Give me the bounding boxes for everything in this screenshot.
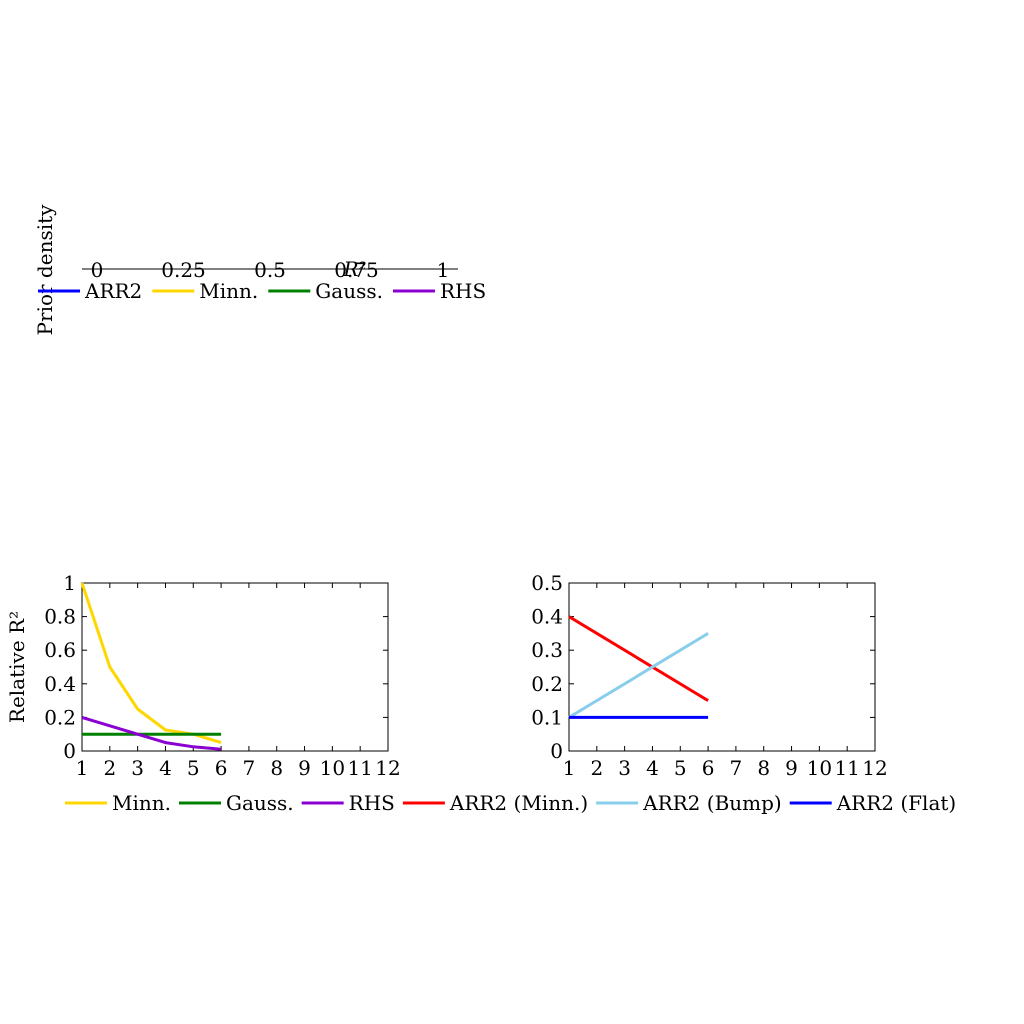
prior-density-legend: ARR2 Minn. Gauss. RHS [38, 279, 486, 303]
arr2-x-tick-label: 10 [807, 756, 832, 780]
relative-r2-x-tick-label: 2 [103, 756, 116, 780]
prior-density-x-ticks: 0 0.25 0.5 0.75 1 [91, 258, 450, 282]
relative-r2-x-tick-label: 4 [159, 756, 172, 780]
legend-label: Gauss. [226, 791, 294, 815]
legend-label: Minn. [112, 791, 171, 815]
relative-r2-x-tick-label: 10 [320, 756, 345, 780]
bottom-legend: Minn. Gauss. RHS ARR2 (Minn.) ARR2 (Bump) ARR… [65, 791, 956, 815]
relative-r2-chart: Relative R² 1 2 3 4 5 6 7 8 9 10 11 1200.20.40.60.8… [5, 571, 401, 780]
relative-r2-y-tick-label: 0.8 [44, 605, 76, 629]
arr2-x-tick-label: 11 [834, 756, 859, 780]
prior-density-ylabel: Prior density [33, 204, 57, 336]
arr2-series [568, 615, 709, 719]
legend-label: ARR2 (Flat) [836, 791, 956, 815]
arr2-y-tick-label: 0.5 [531, 571, 563, 595]
arr2-x-tick-label: 3 [618, 756, 631, 780]
arr2-series-line [568, 632, 709, 719]
arr2-series-line [568, 615, 709, 702]
arr2-x-tick-label: 4 [646, 756, 659, 780]
relative-r2-x-tick-label: 7 [243, 756, 256, 780]
prior-density-x-tick-label: 1 [437, 258, 450, 282]
prior-density-chart: Prior density 0 0.25 0.5 0.75 1 R² ARR2 Minn.… [33, 204, 486, 336]
legend-label: Gauss. [315, 279, 383, 303]
relative-r2-x-tick-label: 11 [347, 756, 372, 780]
prior-density-x-tick-label: 0.75 [334, 258, 379, 282]
arr2-y-tick-label: 0.1 [531, 705, 563, 729]
relative-r2-ylabel: Relative R² [5, 611, 29, 723]
prior-density-xlabel: R² [342, 257, 366, 281]
arr2-y-tick-label: 0.3 [531, 638, 563, 662]
relative-r2-x-tick-label: 1 [76, 756, 89, 780]
relative-r2-x-tick-label: 5 [187, 756, 200, 780]
arr2-x-tick-label: 6 [702, 756, 715, 780]
relative-r2-x-tick-label: 6 [215, 756, 228, 780]
relative-r2-x-tick-label: 8 [270, 756, 283, 780]
relative-r2-x-tick-label: 12 [375, 756, 400, 780]
legend-label: RHS [349, 791, 395, 815]
legend-label: Minn. [199, 279, 258, 303]
arr2-x-tick-label: 7 [730, 756, 743, 780]
arr2-plot-frame [568, 582, 876, 752]
relative-r2-x-tick-label: 3 [131, 756, 144, 780]
relative-r2-y-tick-label: 0.2 [44, 705, 76, 729]
legend-label: ARR2 (Minn.) [449, 791, 588, 815]
arr2-x-tick-label: 5 [674, 756, 687, 780]
arr2-x-tick-label: 1 [563, 756, 576, 780]
arr2-x-tick-label: 8 [757, 756, 770, 780]
arr2-x-tick-label: 12 [862, 756, 887, 780]
arr2-x-tick-label: 9 [785, 756, 798, 780]
relative-r2-y-tick-label: 0.6 [44, 638, 76, 662]
prior-density-x-tick-label: 0.25 [161, 258, 206, 282]
legend-label: RHS [440, 279, 486, 303]
relative-r2-plot-frame [81, 582, 389, 752]
arr2-y-tick-label: 0 [550, 739, 563, 763]
relative-r2-series [80, 582, 222, 751]
relative-r2-series-line [80, 582, 222, 745]
relative-r2-series-line [81, 715, 222, 751]
arr2-y-tick-label: 0.4 [531, 605, 563, 629]
arr2-x-tick-label: 2 [590, 756, 603, 780]
relative-r2-y-tick-label: 0.4 [44, 672, 76, 696]
prior-density-x-tick-label: 0 [91, 258, 104, 282]
prior-density-x-tick-label: 0.5 [254, 258, 286, 282]
legend-label: ARR2 (Bump) [642, 791, 782, 815]
relative-r2-y-tick-label: 1 [63, 571, 76, 595]
relative-r2-y-tick-label: 0 [63, 739, 76, 763]
legend-label: ARR2 [84, 279, 142, 303]
relative-r2-x-tick-label: 9 [298, 756, 311, 780]
arr2-y-tick-label: 0.2 [531, 672, 563, 696]
